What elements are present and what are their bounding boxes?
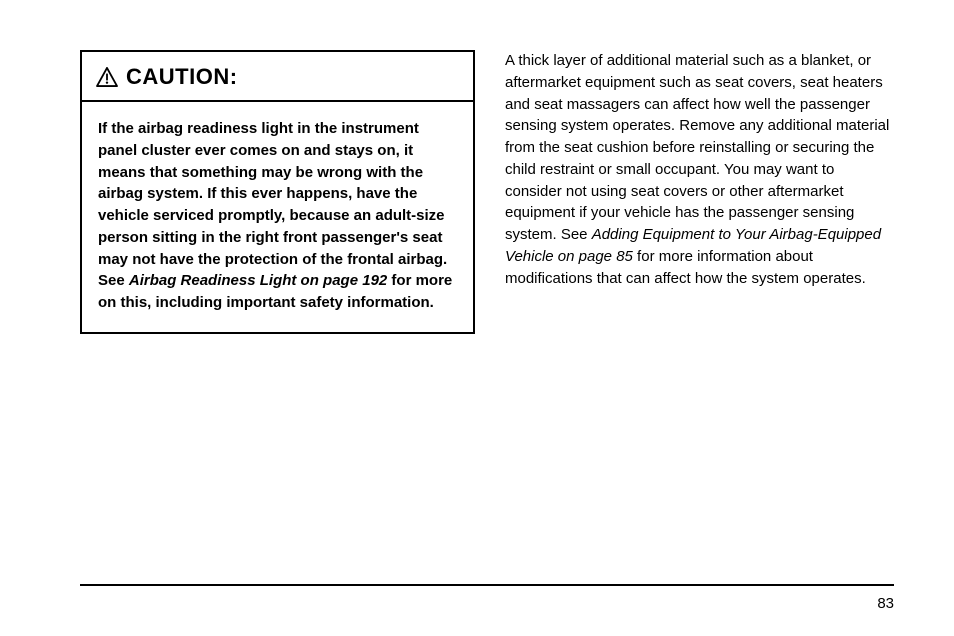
page: CAUTION: If the airbag readiness light i… [0, 0, 954, 636]
caution-body-pre: If the airbag readiness light in the ins… [98, 120, 447, 289]
footer-rule [80, 584, 894, 586]
content-columns: CAUTION: If the airbag readiness light i… [80, 50, 894, 334]
caution-body-ref: Airbag Readiness Light on page 192 [129, 272, 387, 289]
warning-triangle-icon [96, 67, 118, 87]
caution-header: CAUTION: [82, 52, 473, 102]
paragraph-pre: A thick layer of additional material suc… [505, 52, 889, 243]
caution-title: CAUTION: [126, 64, 238, 90]
caution-body: If the airbag readiness light in the ins… [82, 102, 473, 332]
right-column: A thick layer of additional material suc… [505, 50, 894, 334]
caution-box: CAUTION: If the airbag readiness light i… [80, 50, 475, 334]
page-number: 83 [877, 595, 894, 612]
left-column: CAUTION: If the airbag readiness light i… [80, 50, 475, 334]
paragraph: A thick layer of additional material suc… [505, 50, 894, 289]
